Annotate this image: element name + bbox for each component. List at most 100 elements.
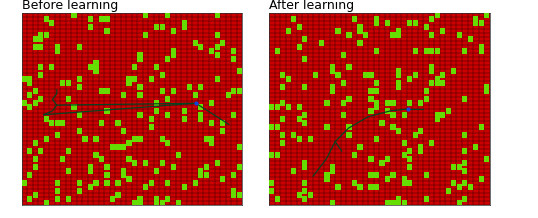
Point <box>383 101 392 105</box>
Point <box>267 125 276 129</box>
Point <box>394 81 403 85</box>
Point <box>416 101 425 105</box>
Point <box>180 21 188 25</box>
Point <box>284 29 293 33</box>
Point <box>361 73 370 77</box>
Point <box>461 169 469 173</box>
Point <box>301 85 309 89</box>
Point <box>400 181 408 185</box>
Point <box>471 145 480 149</box>
Point <box>378 121 386 125</box>
Point <box>317 41 325 45</box>
Point <box>372 89 381 93</box>
Point <box>461 97 469 101</box>
Point <box>466 185 475 189</box>
Point <box>383 21 392 25</box>
Point <box>367 89 376 93</box>
Point <box>86 25 95 29</box>
Point <box>483 157 491 161</box>
Point <box>405 165 414 169</box>
Point <box>37 97 45 101</box>
Point <box>345 125 353 129</box>
Point <box>461 181 469 185</box>
Point <box>208 141 216 145</box>
Point <box>152 65 161 69</box>
Point <box>444 189 452 193</box>
Point <box>289 17 298 21</box>
Point <box>158 161 166 165</box>
Point <box>37 45 45 49</box>
Point <box>196 45 205 49</box>
Point <box>152 109 161 113</box>
Point <box>455 185 464 189</box>
Point <box>103 89 111 93</box>
Point <box>152 197 161 201</box>
Point <box>372 101 381 105</box>
Point <box>25 77 34 81</box>
Point <box>295 193 303 197</box>
Point <box>53 45 62 49</box>
Point <box>295 137 303 141</box>
Point <box>213 53 222 57</box>
Point <box>328 85 337 89</box>
Point <box>389 113 398 117</box>
Point <box>31 37 40 41</box>
Point <box>289 17 298 21</box>
Point <box>130 65 139 69</box>
Point <box>147 181 155 185</box>
Point <box>389 101 398 105</box>
Point <box>284 105 293 109</box>
Point <box>449 69 458 73</box>
Point <box>158 25 166 29</box>
Point <box>174 201 183 205</box>
Point <box>119 169 128 173</box>
Point <box>295 193 303 197</box>
Point <box>164 97 172 101</box>
Point <box>191 41 200 45</box>
Point <box>169 53 178 57</box>
Point <box>164 57 172 61</box>
Point <box>75 85 84 89</box>
Point <box>356 185 364 189</box>
Point <box>20 77 29 81</box>
Point <box>208 101 216 105</box>
Point <box>301 181 309 185</box>
Point <box>53 45 62 49</box>
Point <box>339 113 348 117</box>
Point <box>449 165 458 169</box>
Point <box>433 113 442 117</box>
Point <box>422 197 430 201</box>
Point <box>59 121 67 125</box>
Point <box>97 157 106 161</box>
Point <box>192 102 200 105</box>
Point <box>130 201 139 205</box>
Point <box>180 117 188 121</box>
Point <box>416 129 425 133</box>
Point <box>31 157 40 161</box>
Point <box>400 201 408 205</box>
Point <box>339 81 348 85</box>
Point <box>202 165 210 169</box>
Point <box>389 201 398 205</box>
Point <box>31 141 40 145</box>
Point <box>273 49 281 53</box>
Point <box>367 73 376 77</box>
Point <box>31 45 40 49</box>
Point <box>461 133 469 137</box>
Point <box>125 77 133 81</box>
Point <box>267 153 276 157</box>
Point <box>25 173 34 177</box>
Point <box>213 77 222 81</box>
Point <box>86 169 95 173</box>
Point <box>444 109 452 113</box>
Point <box>20 77 29 81</box>
Point <box>323 125 331 129</box>
Point <box>158 89 166 93</box>
Point <box>328 65 337 69</box>
Point <box>59 81 67 85</box>
Point <box>86 17 95 21</box>
Point <box>37 33 45 37</box>
Point <box>230 49 238 53</box>
Point <box>334 185 342 189</box>
Point <box>37 37 45 41</box>
